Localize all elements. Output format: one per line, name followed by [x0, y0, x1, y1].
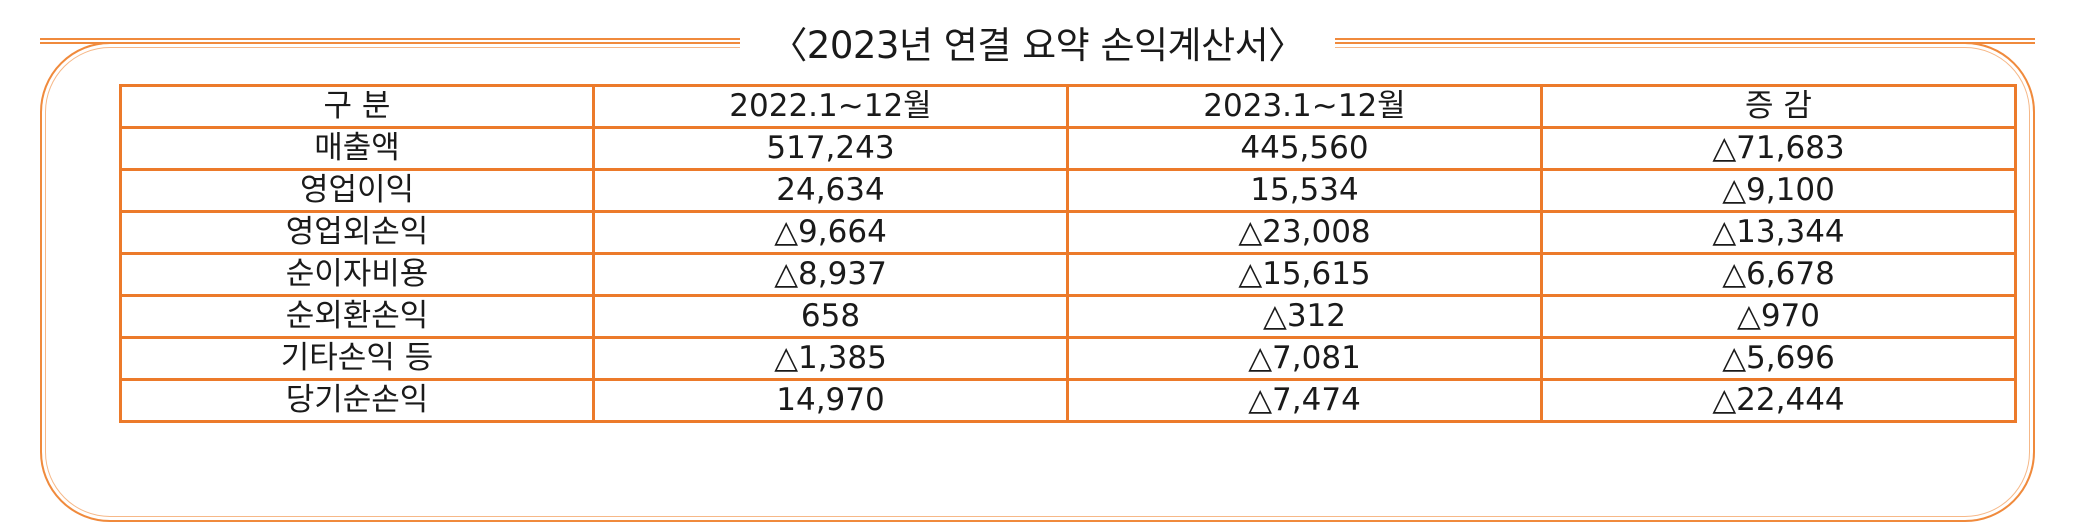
- cell-change: △71,683: [1540, 126, 2017, 171]
- cell-2023: △15,615: [1066, 252, 1543, 297]
- cell-change: △5,696: [1540, 336, 2017, 381]
- row-label: 순이자비용: [119, 252, 595, 297]
- title-rule-left: [40, 38, 770, 44]
- cell-change: △13,344: [1540, 210, 2017, 255]
- table-row: 영업외손익 △9,664 △23,008 △13,344: [119, 210, 2017, 255]
- table-row: 당기순손익 14,970 △7,474 △22,444: [119, 378, 2017, 423]
- row-label: 영업외손익: [119, 210, 595, 255]
- cell-2023: △312: [1066, 294, 1543, 339]
- table-row: 순이자비용 △8,937 △15,615 △6,678: [119, 252, 2017, 297]
- cell-2023: △7,081: [1066, 336, 1543, 381]
- cell-change: △6,678: [1540, 252, 2017, 297]
- page-title: 〈2023년 연결 요약 손익계산서〉: [740, 15, 1335, 69]
- title-container: 〈2023년 연결 요약 손익계산서〉: [0, 0, 2075, 84]
- header-2023: 2023.1~12월: [1066, 84, 1543, 129]
- cell-change: △970: [1540, 294, 2017, 339]
- row-label: 당기순손익: [119, 378, 595, 423]
- table-row: 영업이익 24,634 15,534 △9,100: [119, 168, 2017, 213]
- row-label: 기타손익 등: [119, 336, 595, 381]
- header-2022: 2022.1~12월: [592, 84, 1069, 129]
- row-label: 영업이익: [119, 168, 595, 213]
- header-category: 구 분: [119, 84, 595, 129]
- table-row: 순외환손익 658 △312 △970: [119, 294, 2017, 339]
- cell-2022: △8,937: [592, 252, 1069, 297]
- row-label: 매출액: [119, 126, 595, 171]
- title-rule-right: [1330, 38, 2035, 44]
- cell-2022: 24,634: [592, 168, 1069, 213]
- cell-2023: 15,534: [1066, 168, 1543, 213]
- cell-2023: △23,008: [1066, 210, 1543, 255]
- header-change: 증 감: [1540, 84, 2017, 129]
- cell-2022: 517,243: [592, 126, 1069, 171]
- cell-2022: △9,664: [592, 210, 1069, 255]
- cell-2023: △7,474: [1066, 378, 1543, 423]
- income-statement-table: 구 분 2022.1~12월 2023.1~12월 증 감 매출액 517,24…: [119, 84, 2017, 423]
- cell-2022: 658: [592, 294, 1069, 339]
- cell-2023: 445,560: [1066, 126, 1543, 171]
- row-label: 순외환손익: [119, 294, 595, 339]
- table-header-row: 구 분 2022.1~12월 2023.1~12월 증 감: [119, 84, 2017, 129]
- cell-2022: 14,970: [592, 378, 1069, 423]
- table-row: 매출액 517,243 445,560 △71,683: [119, 126, 2017, 171]
- cell-change: △22,444: [1540, 378, 2017, 423]
- cell-2022: △1,385: [592, 336, 1069, 381]
- cell-change: △9,100: [1540, 168, 2017, 213]
- table-row: 기타손익 등 △1,385 △7,081 △5,696: [119, 336, 2017, 381]
